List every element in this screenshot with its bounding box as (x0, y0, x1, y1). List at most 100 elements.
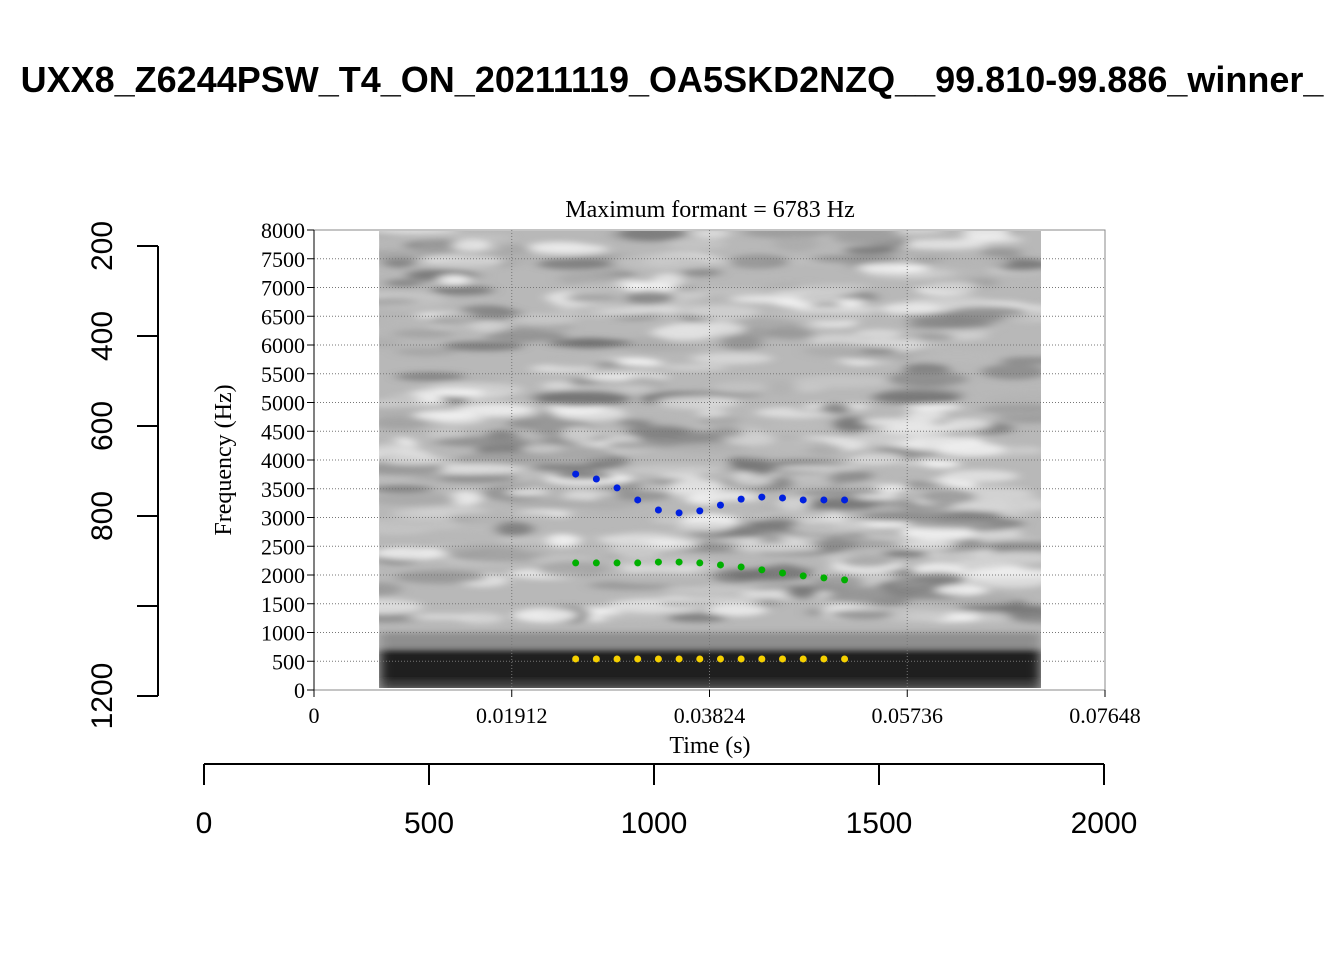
formant-point-f3 (592, 475, 600, 483)
spectrogram-blob (529, 243, 608, 255)
spectrogram-blob (967, 278, 999, 287)
spectrogram-blob (761, 447, 823, 457)
spectrogram-blob (394, 570, 487, 584)
spectrogram-blob (557, 271, 623, 286)
y-tick-label: 6000 (261, 333, 305, 358)
spectrogram-blob (890, 581, 936, 588)
spectrogram-blob (935, 584, 988, 596)
formant-point-f2 (799, 572, 807, 580)
spectrogram-blob (433, 436, 531, 447)
spectrogram-blob (617, 281, 675, 294)
spectrogram-blob (819, 403, 852, 414)
spectrogram-blob (449, 490, 483, 506)
spectrogram-blob (905, 521, 993, 529)
spectrogram-band (379, 632, 1041, 650)
formant-point-f2 (613, 559, 621, 567)
x-tick-label: 0 (309, 703, 320, 728)
spectrogram-blob (738, 432, 776, 448)
y-tick-label: 3500 (261, 477, 305, 502)
spectrogram-blob (413, 410, 478, 421)
outer-bottom-tick-label: 500 (404, 807, 454, 840)
formant-point-f3 (634, 496, 642, 504)
outer-bottom-tick-label: 1500 (846, 807, 913, 840)
spectrogram-blob (814, 538, 858, 551)
spectrogram-blob (926, 282, 979, 290)
spectrogram-blob (775, 464, 863, 472)
formant-point-f2 (841, 576, 849, 584)
chart-subtitle: Maximum formant = 6783 Hz (565, 197, 855, 223)
spectrogram-blob (656, 395, 739, 409)
spectrogram-blob (907, 378, 951, 385)
spectrogram-blob (941, 469, 1019, 483)
spectrogram-blob (434, 545, 525, 554)
outer-bottom-tick-label: 2000 (1071, 807, 1138, 840)
spectrogram-blob (662, 364, 728, 371)
spectrogram-blob (944, 418, 992, 431)
spectrogram-blob (785, 586, 819, 599)
spectrogram-band (379, 681, 1041, 688)
spectrogram-blob (686, 304, 760, 320)
spectrogram-blob (412, 517, 453, 524)
formant-point-f3 (613, 484, 621, 492)
spectrogram-blob (886, 231, 944, 235)
formant-point-f3 (716, 501, 724, 509)
x-axis-label: Time (s) (669, 733, 750, 759)
spectrogram-blob (794, 488, 886, 496)
spectrogram-blob (623, 465, 722, 475)
outer-bottom-axis: 0 500 1000 1500 2000 (196, 763, 1138, 840)
x-tick-label: 0.01912 (476, 703, 548, 728)
spectrogram-blob (427, 257, 501, 270)
formant-point-f3 (820, 496, 828, 504)
spectrogram-blob (975, 611, 1010, 623)
spectrogram-blob (455, 512, 555, 521)
spectrogram-blob (438, 274, 471, 285)
spectrogram-blob (882, 549, 929, 558)
spectrogram-blob (981, 363, 1041, 380)
spectrogram-blob (997, 356, 1041, 365)
spectrogram-blob (981, 576, 1041, 589)
spectrogram-blob (379, 599, 423, 615)
spectrogram-blob (520, 445, 562, 453)
spectrogram-blob (911, 563, 966, 576)
spectrogram-blob (614, 489, 673, 501)
spectrogram-blob (565, 293, 624, 303)
y-tick-label: 4000 (261, 448, 305, 473)
formant-point-f1 (592, 655, 600, 663)
spectrogram-blob (848, 452, 905, 466)
spectrogram-blob (429, 314, 481, 326)
spectrogram-blob (707, 490, 760, 504)
spectrogram-blob (493, 328, 553, 343)
spectrogram-blob (939, 255, 1010, 270)
spectrogram-blob (379, 612, 425, 623)
spectrogram-blob (767, 326, 815, 340)
spectrogram-blob (905, 410, 947, 420)
y-tick-label: 7500 (261, 247, 305, 272)
spectrogram-blob (471, 320, 513, 334)
spectrogram-blob (610, 543, 666, 559)
x-axis: 0 0.01912 0.03824 0.05736 0.07648 (309, 690, 1141, 728)
spectrogram-blob (711, 381, 771, 394)
formant-point-f2 (675, 558, 683, 566)
spectrogram-blob (547, 339, 635, 348)
spectrogram-blob (1006, 497, 1041, 512)
spectrogram-blob (706, 603, 768, 617)
spectrogram-blob (799, 502, 885, 511)
y-axis-label: Frequency (Hz) (211, 384, 237, 535)
spectrogram-blob (734, 474, 773, 487)
x-tick-label: 0.05736 (872, 703, 944, 728)
formant-point-f1 (779, 655, 787, 663)
spectrogram-blob (699, 415, 741, 427)
outer-bottom-tick-label: 0 (196, 807, 213, 840)
spectrogram-blob (625, 425, 691, 439)
spectrogram-blob (379, 337, 401, 349)
spectrogram-blob (392, 329, 455, 338)
spectrogram-blob (692, 231, 730, 239)
spectrogram-blob (872, 390, 961, 405)
spectrogram-blob (674, 521, 735, 532)
spectrogram-blob (860, 347, 898, 354)
formant-point-f2 (592, 559, 600, 567)
spectrogram-blob (550, 361, 601, 368)
formant-point-f3 (737, 495, 745, 503)
y-tick-label: 0 (294, 678, 305, 703)
spectrogram-blob (957, 604, 1041, 612)
